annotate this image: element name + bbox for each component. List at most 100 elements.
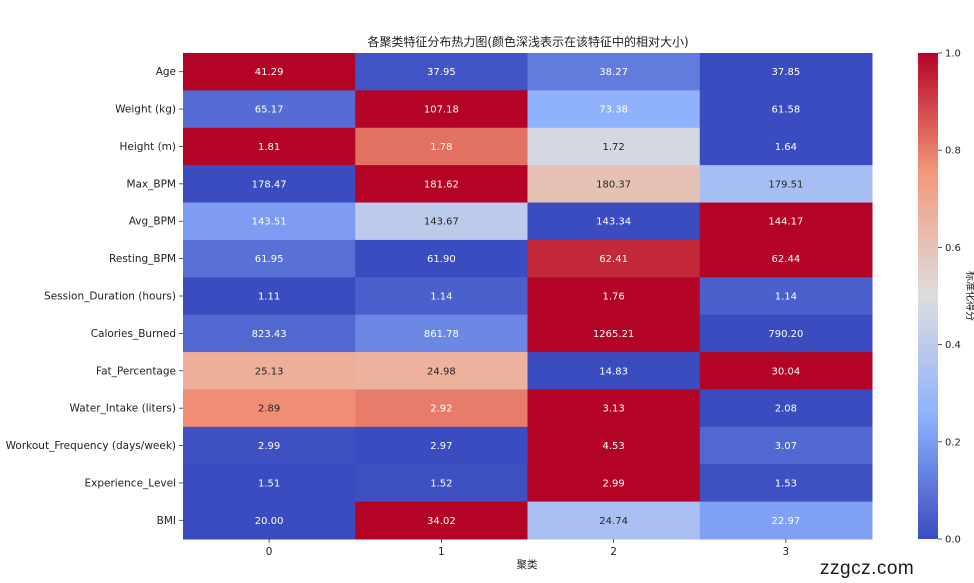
cell-value-label: 38.27 (599, 67, 628, 78)
heatmap-cell (699, 352, 873, 390)
x-tick-label: 3 (783, 546, 790, 558)
heatmap-cell (355, 202, 528, 241)
heatmap-cell (699, 314, 873, 353)
cell-value-label: 22.97 (772, 516, 801, 527)
cell-value-label: 61.58 (772, 105, 801, 116)
heatmap-cell (699, 239, 873, 278)
heatmap-cell (527, 426, 701, 465)
y-tick-label: Workout_Frequency (days/week) (6, 440, 176, 452)
cell-value-label: 20.00 (255, 516, 284, 527)
heatmap-cell (699, 277, 873, 316)
x-tick-label: 2 (610, 546, 617, 558)
colorbar-ticks: 0.0 0.2 0.4 0.6 0.8 1.0 (938, 49, 961, 546)
heatmap-cell (183, 202, 356, 241)
heatmap-cell (527, 90, 701, 129)
heatmap-cell (527, 389, 701, 428)
heatmap-cell (527, 239, 701, 278)
cell-value-label: 14.83 (599, 366, 628, 377)
cell-value-label: 2.89 (258, 404, 280, 415)
cell-value-label: 181.62 (424, 179, 459, 190)
heatmap-cell (183, 127, 356, 166)
x-tick-label: 0 (266, 546, 273, 558)
heatmap-cell (699, 501, 873, 540)
cell-value-label: 143.34 (596, 217, 631, 228)
cell-value-label: 1.64 (775, 142, 797, 153)
heatmap-cell (527, 314, 701, 353)
cell-value-label: 2.99 (258, 441, 280, 452)
cell-value-label: 2.99 (602, 478, 624, 489)
heatmap-cell (699, 202, 873, 241)
heatmap-cell (527, 501, 701, 540)
cell-value-label: 143.67 (424, 217, 459, 228)
y-tick-label: Resting_BPM (109, 253, 176, 265)
y-axis-labels: Age Weight (kg) Height (m) Max_BPM Avg_BPM Re… (6, 66, 183, 527)
cell-value-label: 2.08 (775, 404, 797, 415)
colorbar-tick-label: 0.0 (945, 535, 961, 546)
cell-value-label: 62.41 (599, 254, 628, 265)
cell-value-label: 143.51 (252, 217, 287, 228)
cell-value-label: 1.14 (775, 292, 797, 303)
heatmap-cell (527, 53, 701, 91)
cell-value-label: 61.95 (255, 254, 284, 265)
cell-value-label: 180.37 (596, 179, 631, 190)
heatmap-cell (355, 53, 528, 91)
heatmap-cell (355, 314, 528, 353)
cell-value-label: 4.53 (602, 441, 624, 452)
y-tick-label: Height (m) (120, 141, 176, 153)
heatmap-cell (527, 127, 701, 166)
heatmap-cell (183, 501, 356, 540)
heatmap-cell (699, 389, 873, 428)
colorbar-tick-label: 0.6 (945, 243, 961, 254)
heatmap-cell (699, 127, 873, 166)
cell-value-label: 24.98 (427, 366, 456, 377)
cell-value-label: 1.81 (258, 142, 280, 153)
cell-value-label: 3.13 (602, 404, 624, 415)
heatmap-cell (355, 127, 528, 166)
heatmap-cell (355, 352, 528, 390)
cell-value-label: 37.95 (427, 67, 456, 78)
heatmap-cell (183, 165, 356, 204)
cell-value-label: 65.17 (255, 105, 284, 116)
x-axis-title: 聚类 (517, 558, 538, 571)
heatmap-cell (527, 165, 701, 204)
heatmap-cell (355, 389, 528, 428)
cell-value-label: 24.74 (599, 516, 628, 527)
colorbar-tick-label: 1.0 (945, 49, 961, 60)
cell-value-label: 1.51 (258, 478, 280, 489)
y-tick-label: Max_BPM (126, 178, 176, 190)
cell-value-label: 178.47 (252, 179, 287, 190)
cell-value-label: 790.20 (768, 329, 803, 340)
heatmap-cell (355, 426, 528, 465)
cell-value-label: 107.18 (424, 105, 459, 116)
heatmap-cell (355, 239, 528, 278)
colorbar-label: 标准化得分 (964, 271, 974, 321)
cell-value-label: 2.97 (430, 441, 452, 452)
cell-value-label: 1.53 (775, 478, 797, 489)
y-tick-label: Session_Duration (hours) (44, 291, 176, 303)
cell-value-label: 1.78 (430, 142, 452, 153)
heatmap-cell (699, 426, 873, 465)
x-tick-label: 1 (438, 546, 445, 558)
cell-value-label: 62.44 (772, 254, 801, 265)
cell-value-label: 30.04 (772, 366, 801, 377)
heatmap-cell (699, 53, 873, 91)
cell-value-label: 1.72 (602, 142, 624, 153)
cell-value-label: 1.76 (602, 292, 624, 303)
heatmap-cell (183, 352, 356, 390)
heatmap-cell (527, 202, 701, 241)
heatmap-cell (183, 389, 356, 428)
cell-value-label: 34.02 (427, 516, 456, 527)
cell-value-label: 73.38 (599, 105, 628, 116)
colorbar (918, 53, 938, 539)
y-tick-label: Experience_Level (84, 477, 176, 489)
heatmap-cell (527, 277, 701, 316)
cell-value-label: 41.29 (255, 67, 284, 78)
heatmap-cell (355, 277, 528, 316)
heatmap-cell (355, 90, 528, 129)
heatmap-cell (699, 165, 873, 204)
y-tick-label: Age (156, 66, 176, 78)
cell-value-label: 2.92 (430, 404, 452, 415)
cell-value-label: 144.17 (768, 217, 803, 228)
heatmap-cells: 41.29 37.95 38.27 37.85 65.17 107.18 73.38 61.5… (183, 53, 873, 540)
